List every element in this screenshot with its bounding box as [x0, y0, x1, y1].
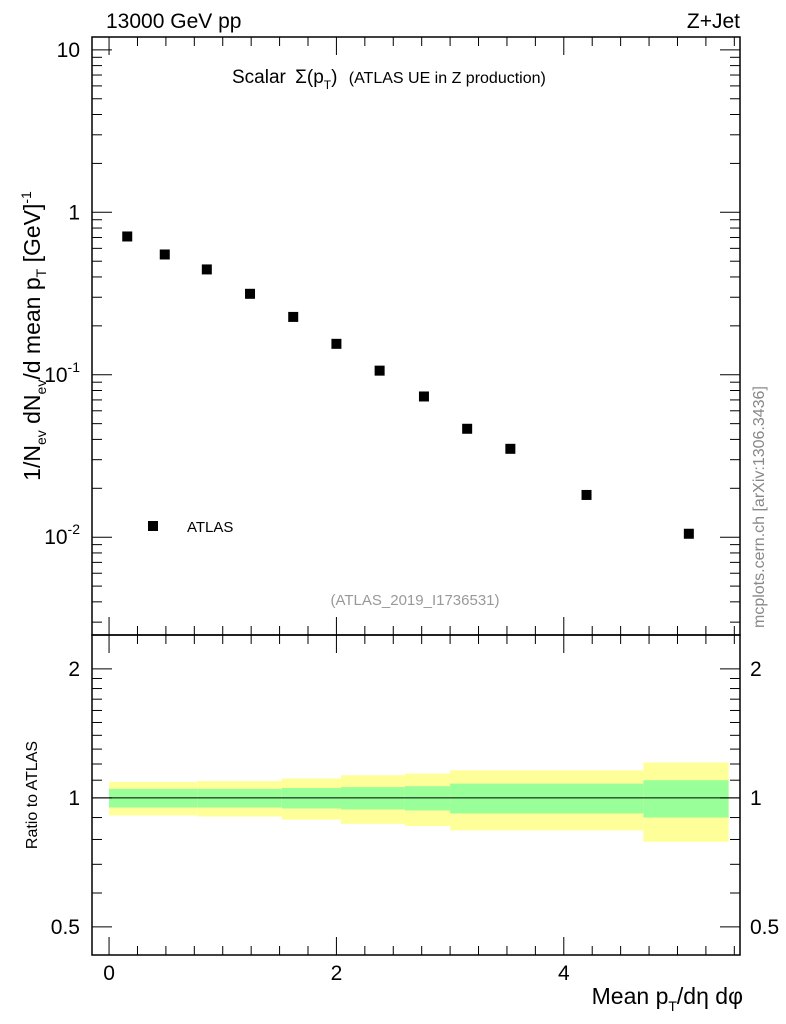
data-point: [418, 391, 429, 402]
main-y-tick-label: 1: [68, 201, 80, 224]
watermark: mcplots.cern.ch [arXiv:1306.3436]: [751, 386, 768, 628]
ratio-y-tick-label-right: 0.5: [750, 916, 779, 939]
title-rest: (ATLAS UE in Z production): [349, 70, 546, 87]
legend-marker: [148, 521, 158, 531]
main-title: Scalar Σ(pT) (ATLAS UE in Z production): [232, 67, 546, 92]
ratio-frame: [91, 634, 741, 956]
ratio-panel: 0.5 0.5 1 1 2 2 0 2 4: [51, 634, 779, 985]
data-point: [159, 249, 170, 260]
ratio-y-tick-label-left: 2: [68, 658, 80, 681]
data-point: [374, 365, 385, 376]
data-point: [683, 528, 694, 539]
ratio-y-tick-label-left: 1: [68, 787, 80, 810]
main-y-tick-label: 10-1: [44, 359, 80, 387]
ratio-y-tick-label-right: 2: [750, 658, 762, 681]
data-point: [331, 338, 342, 349]
x-tick-label: 2: [331, 962, 343, 985]
data-point: [201, 264, 212, 275]
main-y-tick-label: 10-2: [44, 521, 80, 549]
svg-text:1/Nev dNev/d mean pT [GeV]-1: 1/Nev dNev/d mean pT [GeV]-1: [18, 191, 49, 481]
x-tick-label: 4: [558, 962, 570, 985]
legend-label: ATLAS: [187, 519, 233, 536]
header-right-label: Z+Jet: [687, 10, 740, 33]
main-x-ticks: [108, 37, 735, 635]
data-point: [581, 489, 592, 500]
svg-text:Scalar Σ(pT) (ATLA: Scalar Σ(pT) (ATLAS UE in Z production): [232, 67, 546, 92]
main-frame: [91, 36, 741, 636]
main-data-points: [122, 231, 694, 539]
data-point: [505, 443, 516, 454]
main-y-ticks: 10-2 10-1 1 10: [44, 39, 740, 623]
data-point: [245, 288, 256, 299]
legend: ATLAS: [148, 519, 233, 536]
title-sub: T: [324, 78, 332, 92]
ratio-y-tick-label-right: 1: [750, 787, 762, 810]
ratio-inner-band: [536, 783, 644, 814]
analysis-label: (ATLAS_2019_I1736531): [330, 592, 499, 609]
title-scalar: Scalar: [232, 67, 287, 88]
ratio-y-tick-label-left: 0.5: [51, 916, 80, 939]
data-point: [288, 311, 299, 322]
ratio-inner-band: [450, 783, 537, 814]
ratio-y-ticks: 0.5 0.5 1 1 2 2: [51, 658, 779, 939]
main-y-label: 1/Nev dNev/d mean pT [GeV]-1: [18, 191, 49, 481]
ratio-y-label: Ratio to ATLAS: [24, 741, 41, 849]
main-panel: 10-2 10-1 1 10: [44, 36, 741, 636]
ratio-inner-band: [643, 780, 729, 818]
data-point: [122, 231, 133, 242]
main-y-tick-label: 10: [57, 39, 80, 62]
x-tick-label: 0: [103, 962, 115, 985]
title-close: ): [331, 67, 337, 88]
ratio-x-ticks: 0 2 4: [103, 635, 735, 985]
x-axis-label: Mean pT/dη dφ: [592, 983, 743, 1014]
header-left-label: 13000 GeV pp: [106, 10, 241, 33]
data-point: [462, 423, 473, 434]
title-sigma: Σ(p: [295, 67, 324, 88]
ratio-bands: [109, 762, 729, 842]
